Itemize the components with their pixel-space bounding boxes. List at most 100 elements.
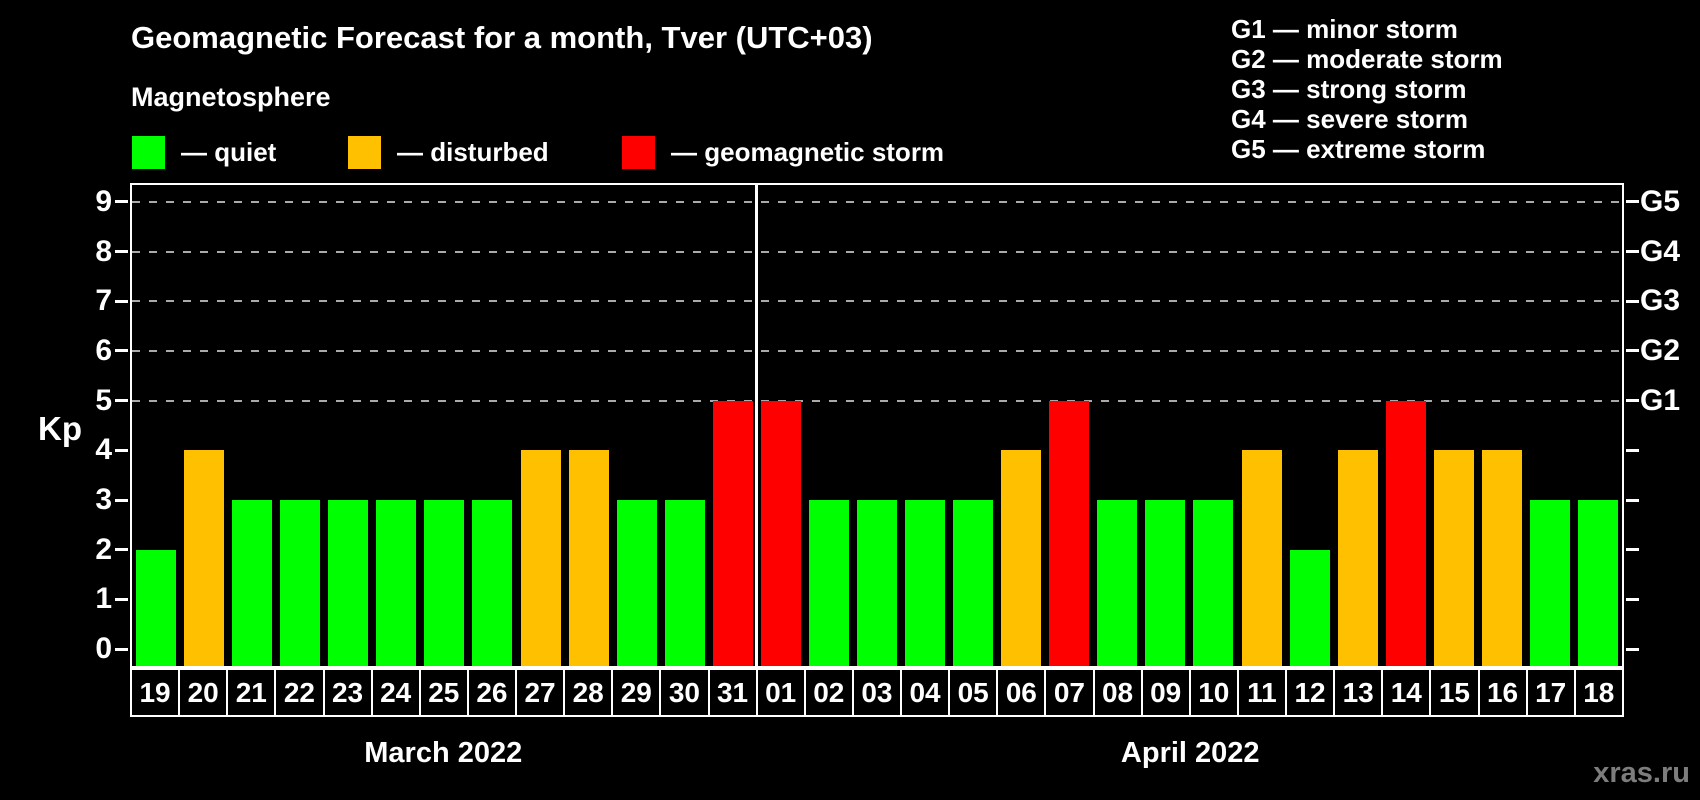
date-cell-09: 09 (1140, 668, 1191, 717)
magnetosphere-heading: Magnetosphere (131, 82, 331, 112)
y-axis-tick (115, 448, 128, 452)
month-label: April 2022 (1120, 737, 1260, 769)
y-axis-label: 8 (95, 234, 112, 268)
date-cell-14: 14 (1381, 668, 1432, 717)
date-cell-19: 19 (130, 668, 181, 717)
y-axis-tick (115, 299, 128, 303)
kp-bar-day-27 (520, 450, 561, 666)
right-axis-tick (1626, 349, 1639, 353)
date-cell-28: 28 (563, 668, 614, 717)
kp-bar-day-25 (424, 500, 465, 666)
gridline-kp-6 (132, 349, 1622, 352)
y-axis-tick (115, 548, 128, 552)
date-cell-07: 07 (1044, 668, 1095, 717)
kp-bar-day-22 (280, 500, 321, 666)
y-axis-tick (115, 647, 128, 651)
date-cell-22: 22 (274, 668, 325, 717)
date-cell-26: 26 (466, 668, 517, 717)
date-axis: 19 20 21 22 23 24 25 26 27 28 29 30 31 01 02 03 04 05 06 07… (130, 668, 1624, 717)
kp-bar-day-08 (1097, 500, 1138, 666)
kp-bar-day-01 (760, 400, 801, 666)
month-divider (755, 185, 759, 666)
kp-bar-day-10 (1193, 500, 1234, 666)
kp-bar-day-23 (328, 500, 369, 666)
date-cell-16: 16 (1477, 668, 1528, 717)
date-cell-11: 11 (1236, 668, 1287, 717)
quiet-color-swatch (132, 135, 165, 169)
kp-bar-day-07 (1049, 400, 1090, 666)
y-axis-tick (115, 399, 128, 403)
y-axis-tick (115, 250, 128, 254)
date-cell-02: 02 (803, 668, 854, 717)
y-axis-tick (115, 498, 128, 502)
kp-bar-day-11 (1241, 450, 1282, 666)
kp-bar-day-17 (1529, 500, 1570, 666)
kp-bar-day-12 (1289, 549, 1330, 666)
y-axis-label: 1 (95, 582, 112, 616)
date-cell-31: 31 (707, 668, 758, 717)
kp-bar-day-20 (184, 450, 225, 666)
date-cell-08: 08 (1092, 668, 1143, 717)
g-legend-item-g2: G2 — moderate storm (1231, 44, 1503, 74)
right-axis-tick (1626, 647, 1639, 651)
g-axis-label: G1 (1640, 383, 1681, 417)
kp-bar-day-13 (1337, 450, 1378, 666)
gridline-kp-8 (132, 250, 1622, 253)
date-cell-27: 27 (515, 668, 566, 717)
date-cell-06: 06 (996, 668, 1047, 717)
date-cell-04: 04 (900, 668, 951, 717)
kp-bar-day-31 (712, 400, 753, 666)
y-axis-label: 9 (95, 184, 112, 218)
watermark: xras.ru (1593, 757, 1690, 789)
legend-item-label: — geomagnetic storm (671, 136, 945, 167)
gridline-kp-7 (132, 300, 1622, 303)
month-label: March 2022 (364, 737, 523, 769)
date-cell-13: 13 (1333, 668, 1384, 717)
legend-item-label: — disturbed (397, 136, 549, 167)
date-cell-21: 21 (226, 668, 277, 717)
right-axis-tick (1626, 448, 1639, 452)
kp-bar-day-21 (232, 500, 273, 666)
date-cell-18: 18 (1573, 668, 1624, 717)
y-axis-tick (115, 200, 128, 204)
right-axis-tick (1626, 299, 1639, 303)
kp-bar-day-02 (808, 500, 849, 666)
legend-item-storm: — geomagnetic storm (622, 135, 944, 169)
y-axis-label: 0 (95, 632, 112, 666)
right-axis-tick (1626, 597, 1639, 601)
storm-color-swatch (622, 135, 655, 169)
kp-bar-day-29 (616, 500, 657, 666)
y-axis-title: Kp (38, 410, 82, 447)
g-legend-item-g5: G5 — extreme storm (1231, 134, 1486, 164)
g-legend-item-g4: G4 — severe storm (1231, 104, 1469, 134)
date-cell-15: 15 (1429, 668, 1480, 717)
legend-item-disturbed: — disturbed (348, 135, 549, 169)
kp-bar-day-30 (664, 500, 705, 666)
legend-item-label: — quiet (181, 136, 277, 167)
kp-bar-day-05 (953, 500, 994, 666)
date-cell-30: 30 (659, 668, 710, 717)
date-cell-17: 17 (1525, 668, 1576, 717)
kp-bar-day-18 (1577, 500, 1618, 666)
right-axis-tick (1626, 399, 1639, 403)
kp-bar-day-15 (1433, 450, 1474, 666)
kp-bar-day-24 (376, 500, 417, 666)
date-cell-01: 01 (755, 668, 806, 717)
gridline-kp-5 (132, 399, 1622, 402)
y-axis-label: 3 (95, 483, 112, 517)
g-legend-item-g1: G1 — minor storm (1231, 14, 1458, 44)
date-cell-10: 10 (1188, 668, 1239, 717)
y-axis-tick (115, 349, 128, 353)
kp-bar-day-28 (568, 450, 609, 666)
g-axis-label: G2 (1640, 333, 1681, 367)
page-title: Geomagnetic Forecast for a month, Tver (… (131, 20, 873, 55)
g-legend-item-g3: G3 — strong storm (1231, 74, 1467, 104)
date-cell-29: 29 (611, 668, 662, 717)
y-axis-label: 5 (95, 383, 112, 417)
date-cell-05: 05 (948, 668, 999, 717)
g-axis-label: G4 (1640, 234, 1681, 268)
date-cell-12: 12 (1285, 668, 1336, 717)
y-axis-tick (115, 597, 128, 601)
g-axis-label: G5 (1640, 184, 1681, 218)
